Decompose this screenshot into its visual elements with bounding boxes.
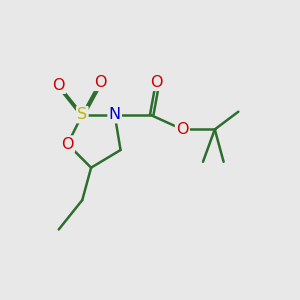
Text: O: O bbox=[150, 75, 162, 90]
Text: N: N bbox=[109, 107, 121, 122]
Text: O: O bbox=[52, 78, 65, 93]
Text: S: S bbox=[77, 107, 87, 122]
Text: O: O bbox=[176, 122, 189, 137]
Text: O: O bbox=[94, 75, 106, 90]
Text: O: O bbox=[61, 136, 74, 152]
